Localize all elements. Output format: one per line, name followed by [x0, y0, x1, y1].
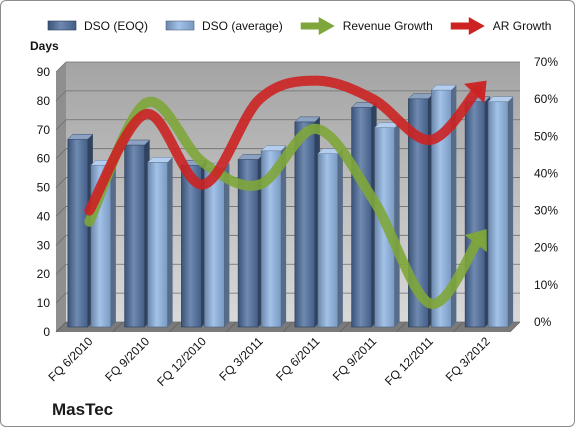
company-name: MasTec — [52, 400, 114, 419]
bar — [181, 164, 202, 328]
y-tick-label: 0 — [43, 325, 50, 339]
y2-tick-label: 70% — [534, 55, 558, 69]
series-line — [84, 75, 482, 216]
y-tick-label: 20 — [37, 267, 51, 281]
bar-top — [430, 84, 457, 91]
legend-arrow-icon — [468, 17, 485, 35]
bar — [147, 162, 168, 328]
legend-label: DSO (average) — [202, 19, 283, 33]
x-tick-label: FQ 12/2011 — [382, 334, 436, 388]
x-tick-label: FQ 6/2011 — [273, 334, 323, 384]
x-tick-label: FQ 9/2011 — [330, 334, 380, 384]
y-tick-label: 30 — [37, 238, 51, 252]
bar-top — [487, 96, 514, 102]
series-line — [84, 96, 484, 309]
y2-tick-label: 30% — [534, 204, 558, 218]
y2-tick-label: 60% — [534, 92, 558, 106]
bar-side — [508, 96, 514, 328]
y-tick-label: 80 — [37, 94, 51, 108]
legend-arrow-icon — [318, 17, 335, 35]
y2-tick-label: 50% — [534, 129, 558, 143]
x-tick-label: FQ 9/2010 — [102, 334, 152, 384]
category-separator — [169, 321, 180, 333]
bar — [351, 107, 372, 328]
arrow-head — [464, 80, 487, 104]
y-tick-label: 60 — [37, 152, 51, 166]
y2-tick-label: 10% — [534, 278, 558, 292]
legend-swatch — [165, 20, 195, 31]
bar — [317, 153, 339, 328]
y2-tick-label: 0% — [534, 315, 552, 329]
legend-label: Revenue Growth — [343, 19, 433, 33]
y-tick-label: 40 — [37, 209, 51, 223]
bar-side — [281, 145, 287, 327]
y2-tick-label: 40% — [534, 166, 558, 180]
legend-label: AR Growth — [493, 19, 552, 33]
bar — [487, 101, 509, 328]
bar — [204, 167, 225, 328]
category-separator — [55, 321, 67, 333]
bar-top — [67, 133, 94, 140]
bar — [67, 138, 89, 328]
legend-label: DSO (EOQ) — [84, 19, 148, 33]
bar-side — [224, 163, 230, 327]
bar-side — [394, 122, 400, 328]
gridline-side — [55, 235, 67, 246]
bar — [294, 121, 316, 328]
y-tick-label: 50 — [37, 181, 51, 195]
bar-top — [260, 145, 287, 152]
bar-side — [110, 160, 116, 327]
gridline-side — [55, 206, 67, 217]
gridline-side — [55, 263, 67, 275]
gridline-side — [55, 148, 67, 159]
bar-top — [294, 116, 321, 123]
legend-swatch — [47, 20, 77, 31]
x-tick-label: FQ 3/2012 — [443, 334, 493, 384]
y-tick-label: 10 — [37, 296, 51, 310]
y-tick-label: 90 — [37, 65, 51, 79]
x-tick-label: FQ 3/2011 — [216, 334, 266, 384]
bar-top — [147, 157, 174, 163]
category-separator — [282, 321, 294, 333]
x-tick-label: FQ 6/2010 — [46, 334, 96, 384]
arrow-head — [464, 229, 487, 252]
bar-side — [337, 148, 343, 327]
category-separator — [453, 321, 464, 333]
category-separator — [112, 321, 123, 333]
bar-side — [167, 157, 173, 327]
category-separator — [509, 321, 521, 333]
x-tick-label: FQ 12/2010 — [154, 334, 209, 389]
gridline-side — [55, 90, 67, 102]
category-separator — [396, 321, 407, 333]
bar — [124, 144, 145, 328]
category-separator — [339, 321, 350, 333]
y2-tick-label: 20% — [534, 241, 558, 255]
bar — [464, 101, 486, 328]
gridline-side — [55, 292, 67, 304]
y-tick-label: 70 — [37, 123, 51, 137]
category-separator — [226, 321, 237, 333]
bar-side — [451, 85, 457, 327]
gridline-side — [55, 61, 67, 73]
y-axis-title: Days — [30, 39, 59, 53]
plot-side-wall — [56, 62, 66, 332]
gridline-side — [55, 177, 67, 188]
legend: DSO (EOQ) DSO (average) Revenue Growth AR G… — [47, 17, 552, 35]
gridline-side — [55, 119, 67, 131]
